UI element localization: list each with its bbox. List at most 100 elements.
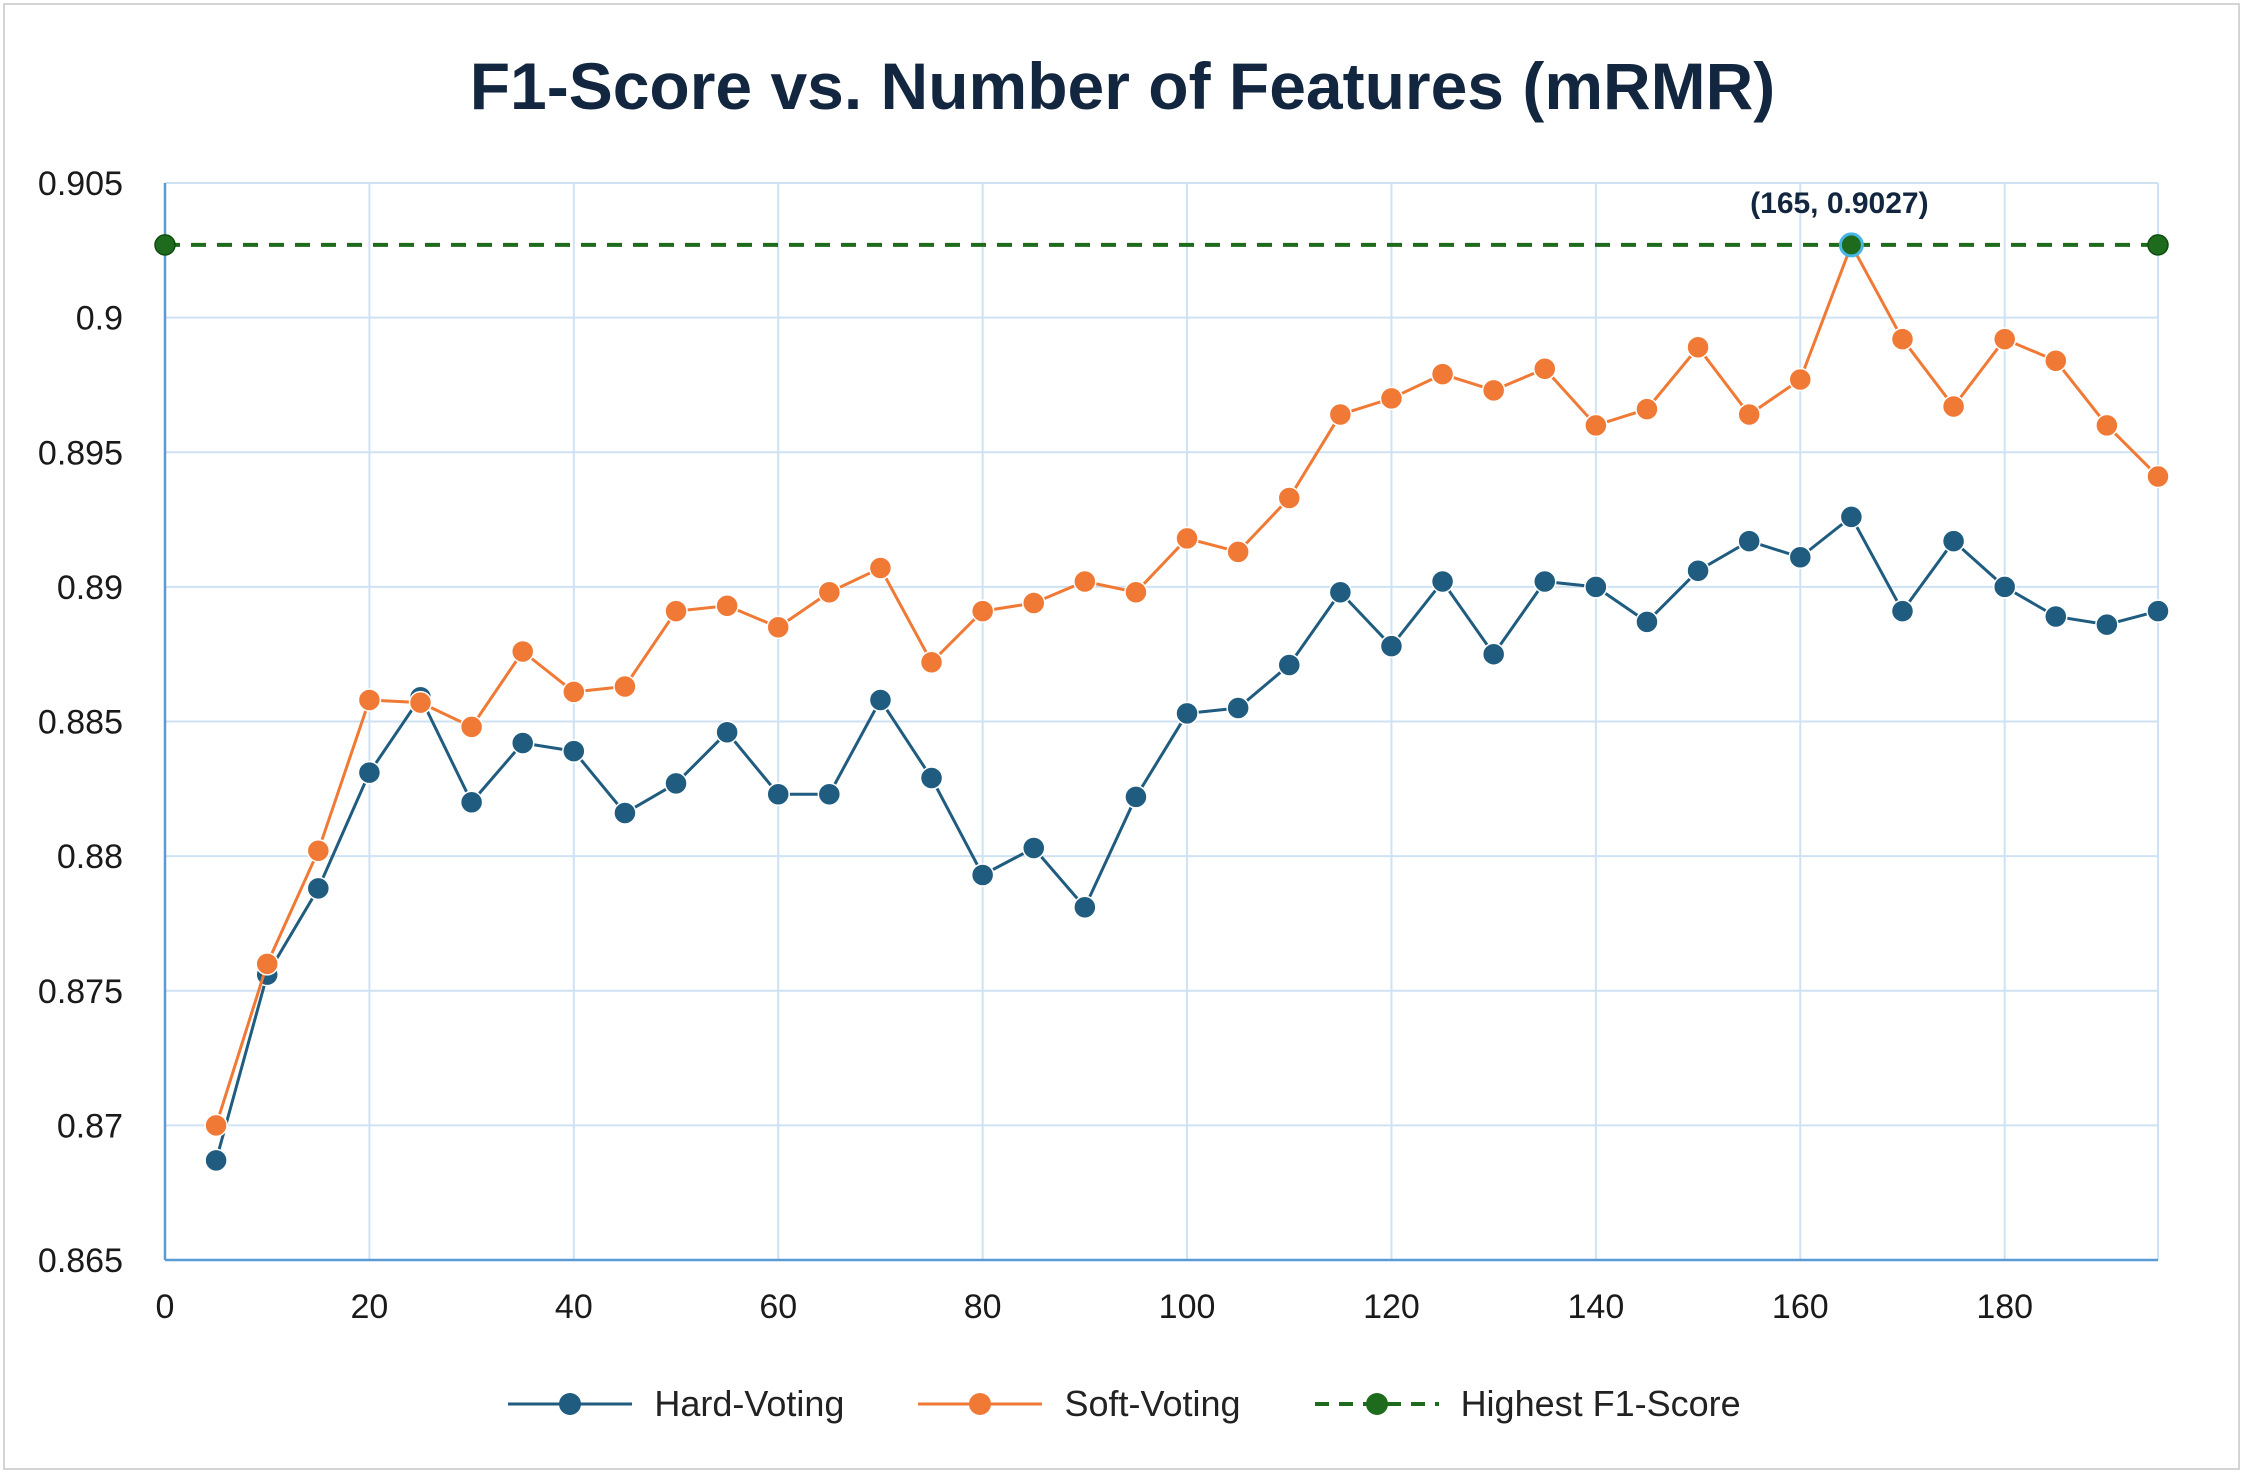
legend-swatch-highest-f1 <box>1314 1393 1439 1415</box>
hard-voting-point <box>970 863 995 887</box>
chart-title: F1-Score vs. Number of Features (mRMR) <box>469 49 1776 123</box>
hard-voting-point <box>1788 545 1813 570</box>
hard-voting-point <box>459 790 484 815</box>
hard-voting-point <box>919 766 944 790</box>
x-tick-label: 20 <box>350 1288 388 1326</box>
y-tick-label: 0.905 <box>38 165 123 203</box>
soft-voting-point <box>1737 402 1761 427</box>
soft-voting-point <box>1992 327 2017 351</box>
hard-voting-point <box>562 739 586 763</box>
hard-voting-point <box>1073 895 1097 920</box>
y-tick-label: 0.88 <box>57 838 123 876</box>
legend-item-highest-f1: Highest F1-Score <box>1311 1383 1741 1425</box>
hard-voting-point <box>1686 558 1710 583</box>
legend-item-hard-voting: Hard-Voting <box>504 1383 844 1425</box>
y-tick-label: 0.87 <box>57 1107 123 1145</box>
soft-voting-point <box>2044 348 2068 373</box>
hard-voting-point <box>766 782 790 806</box>
soft-voting-point <box>715 593 739 618</box>
legend-label-highest-f1: Highest F1-Score <box>1460 1383 1741 1424</box>
hard-voting-point <box>1328 580 1353 605</box>
soft-voting-point <box>1635 397 1659 421</box>
legend-item-soft-voting: Soft-Voting <box>914 1383 1241 1425</box>
soft-voting-point <box>1941 394 1966 419</box>
y-tick-label: 0.89 <box>57 569 123 607</box>
highest-f1-point <box>154 234 176 256</box>
soft-voting-point <box>204 1113 228 1138</box>
y-tick-label: 0.9 <box>76 300 123 338</box>
soft-voting-point <box>1175 526 1199 551</box>
soft-voting-point <box>868 556 893 580</box>
soft-voting-point <box>1481 378 1506 403</box>
soft-voting-point <box>1890 327 1915 351</box>
soft-voting-point <box>255 952 279 976</box>
soft-voting-point <box>1073 569 1097 594</box>
chart-frame <box>3 3 2240 1470</box>
hard-voting-point <box>868 688 893 712</box>
hard-voting-point <box>715 720 739 745</box>
x-tick-label: 60 <box>759 1288 797 1326</box>
hard-voting-point <box>510 731 535 755</box>
x-tick-label: 160 <box>1772 1288 1829 1326</box>
y-tick-label: 0.865 <box>38 1242 123 1280</box>
y-tick-label: 0.895 <box>38 434 123 472</box>
series-highest-f1 <box>154 234 2169 256</box>
soft-voting-point <box>2146 464 2170 489</box>
hard-voting-point <box>1533 569 1557 594</box>
legend: Hard-Voting Soft-Voting Highest F1-Score <box>0 1378 2245 1430</box>
soft-voting-point <box>817 580 842 605</box>
x-tick-label: 40 <box>555 1288 593 1326</box>
soft-voting-point <box>1430 362 1455 386</box>
series-soft-voting <box>204 232 2170 1138</box>
hard-voting-point <box>1992 575 2017 599</box>
soft-voting-point <box>970 599 995 623</box>
soft-voting-point <box>1226 540 1250 564</box>
hard-voting-point <box>1277 653 1302 677</box>
hard-voting-point <box>1226 696 1250 720</box>
soft-voting-point <box>306 838 331 863</box>
hard-voting-point <box>1124 785 1148 809</box>
x-tick-label: 0 <box>156 1288 175 1326</box>
soft-voting-point <box>1584 413 1608 438</box>
hard-voting-point <box>2095 612 2119 637</box>
highest-f1-point <box>2147 234 2169 256</box>
x-tick-label: 180 <box>1976 1288 2033 1326</box>
soft-voting-point <box>357 688 382 712</box>
hard-voting-point <box>1021 836 1046 860</box>
soft-voting-point <box>562 680 586 704</box>
legend-swatch-soft-voting <box>918 1393 1043 1415</box>
soft-voting-point <box>613 674 637 699</box>
y-tick-label: 0.875 <box>38 973 123 1011</box>
soft-voting-point <box>1379 386 1404 411</box>
hard-voting-point <box>613 801 637 825</box>
hard-voting-point <box>1481 642 1506 666</box>
hard-voting-point <box>1839 505 1864 529</box>
legend-label-hard-voting: Hard-Voting <box>654 1383 845 1424</box>
soft-voting-point <box>1277 486 1302 510</box>
hard-voting-point <box>1737 529 1761 553</box>
hard-voting-point <box>1175 701 1199 726</box>
soft-voting-point <box>1021 591 1046 615</box>
hard-voting-point <box>1635 610 1659 634</box>
max-point-annotation: (165, 0.9027) <box>1750 187 1928 220</box>
soft-voting-point <box>1328 402 1353 427</box>
hard-voting-point <box>1430 569 1455 594</box>
x-tick-label: 140 <box>1568 1288 1625 1326</box>
series-hard-voting <box>204 505 2170 1173</box>
hard-voting-point <box>1890 599 1915 623</box>
hard-voting-point <box>2044 604 2068 629</box>
soft-voting-point <box>2095 413 2119 438</box>
hard-voting-point <box>2146 599 2170 623</box>
hard-voting-point <box>357 760 382 785</box>
x-tick-label: 100 <box>1159 1288 1216 1326</box>
x-tick-label: 80 <box>964 1288 1002 1326</box>
soft-voting-point <box>1533 357 1557 381</box>
hard-voting-point <box>1584 575 1608 599</box>
legend-swatch-hard-voting <box>508 1393 633 1415</box>
soft-voting-point <box>1686 335 1710 359</box>
soft-voting-point <box>1124 580 1148 605</box>
soft-voting-point <box>408 690 433 715</box>
soft-voting-point <box>919 650 944 675</box>
soft-voting-point <box>510 639 535 664</box>
